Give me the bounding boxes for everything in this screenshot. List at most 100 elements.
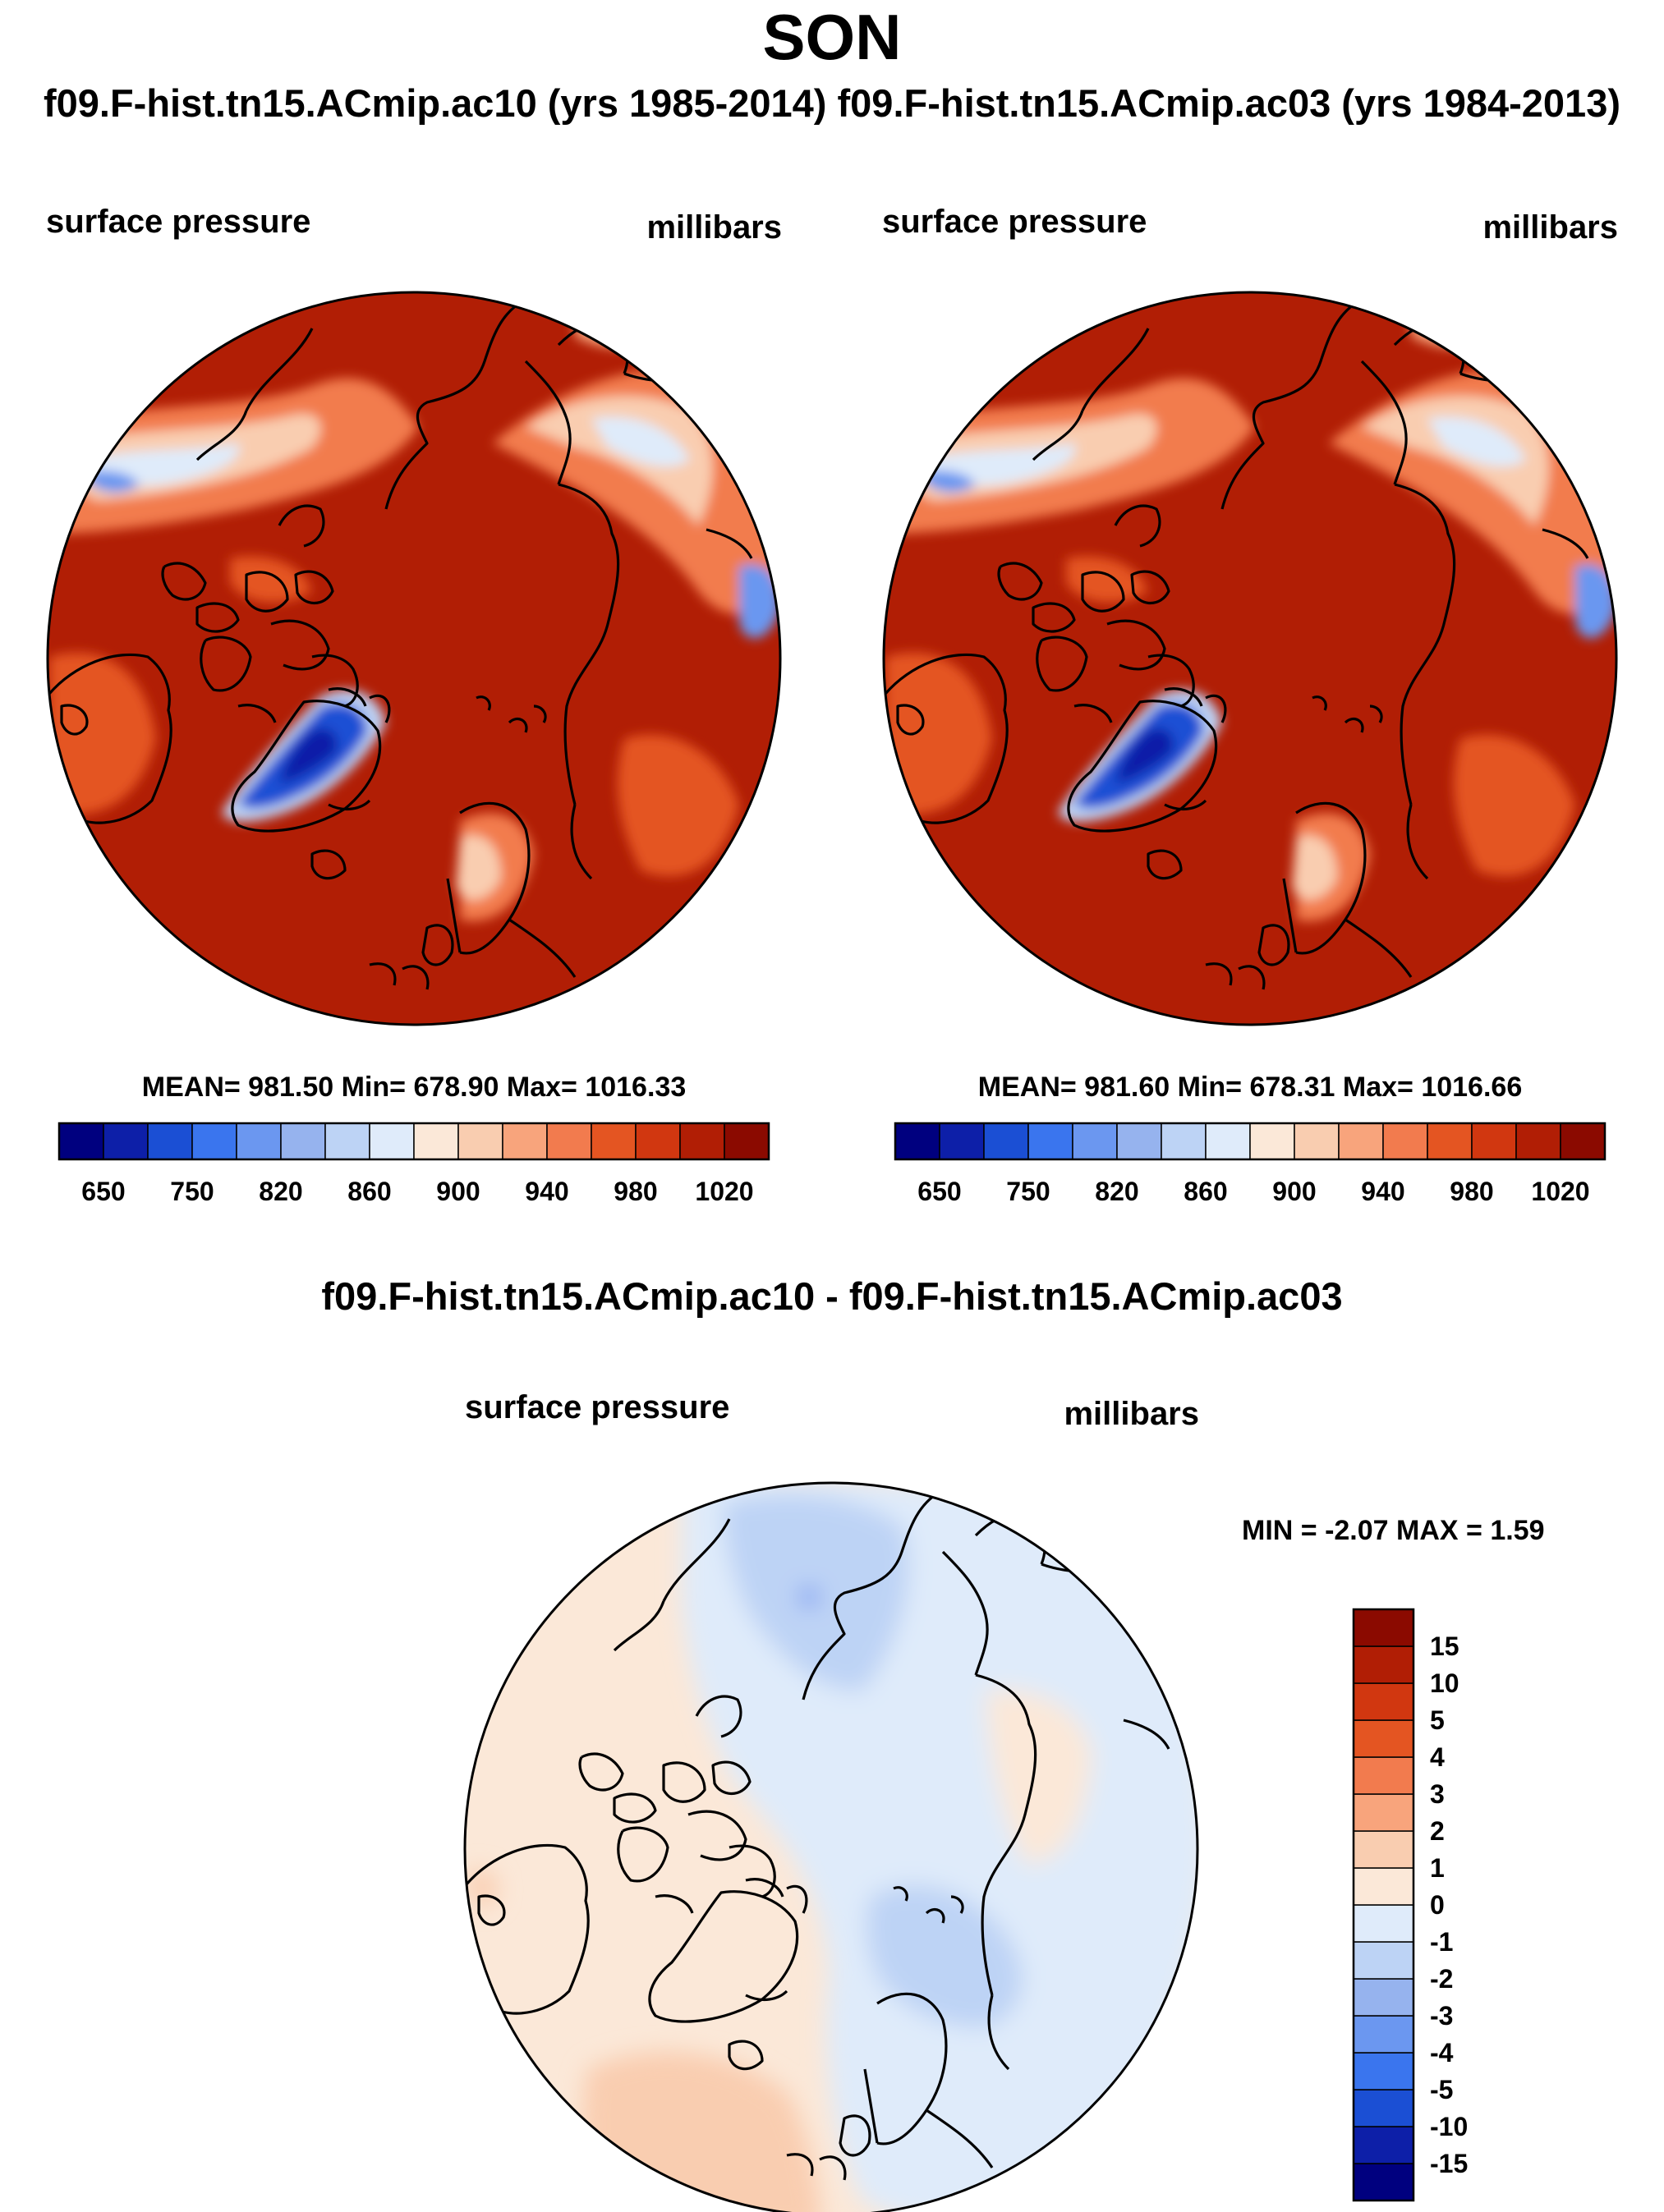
map-b-border [882, 291, 1618, 1026]
colorbar-swatch [1353, 1830, 1414, 1869]
colorbar-tick-label: -1 [1430, 1927, 1453, 1957]
panel-b-units-label: millibars [1482, 209, 1618, 246]
colorbar-tick-label: -2 [1430, 1964, 1453, 1994]
panel-a-units-label: millibars [646, 209, 782, 246]
colorbar-tick-label: 980 [1450, 1177, 1493, 1206]
colorbar-tick-label: 1 [1430, 1853, 1445, 1883]
colorbar-swatch [1353, 1609, 1414, 1647]
panel-c-stats: MIN = -2.07 MAX = 1.59 [1242, 1515, 1545, 1546]
colorbar-tick-label: 900 [436, 1177, 480, 1206]
colorbar-swatch [1353, 1756, 1414, 1795]
colorbar-tick-label: 4 [1430, 1742, 1445, 1772]
colorbar-swatch [939, 1122, 985, 1160]
colorbar-tick-label: 750 [170, 1177, 214, 1206]
map-a-border [46, 291, 782, 1026]
colorbar-tick-label: 860 [347, 1177, 391, 1206]
colorbar-b: 650 750 820 860 900 940 980 1020 [894, 1122, 1607, 1206]
colorbar-swatch [502, 1122, 548, 1160]
colorbar-swatch [1353, 2015, 1414, 2054]
colorbar-swatch [1072, 1122, 1118, 1160]
colorbar-swatch [103, 1122, 149, 1160]
colorbar-tick-label: 650 [917, 1177, 961, 1206]
diff-title: f09.F-hist.tn15.ACmip.ac10 - f09.F-hist.… [321, 1274, 1342, 1318]
colorbar-swatch [1249, 1122, 1295, 1160]
panel-a-stats: MEAN= 981.50 Min= 678.90 Max= 1016.33 [142, 1072, 686, 1103]
panel-a-left-label: surface pressure [46, 204, 310, 240]
colorbar-tick-label: 650 [81, 1177, 125, 1206]
colorbar-tick-label: -5 [1430, 2075, 1453, 2104]
colorbar-swatch [147, 1122, 193, 1160]
colorbar-swatch [191, 1122, 237, 1160]
colorbar-swatch [413, 1122, 459, 1160]
surface-pressure-map-ac03: surface pressure millibars [882, 204, 1618, 1206]
colorbar-swatch [1382, 1122, 1428, 1160]
colorbar-tick-label: 1020 [695, 1177, 753, 1206]
colorbar-swatch [591, 1122, 637, 1160]
colorbar-swatch [1353, 1904, 1414, 1943]
colorbar-swatch [1427, 1122, 1473, 1160]
main-title: SON [762, 1, 902, 73]
colorbar-swatch [457, 1122, 503, 1160]
colorbar-tick-label: 1020 [1531, 1177, 1589, 1206]
colorbar-swatch [1353, 2089, 1414, 2127]
panel-c-left-label: surface pressure [465, 1389, 729, 1425]
colorbar-swatch [324, 1122, 370, 1160]
colorbar-swatch [635, 1122, 681, 1160]
coastlines-a [48, 292, 780, 990]
colorbar-swatch [280, 1122, 326, 1160]
colorbar-swatch [1471, 1122, 1517, 1160]
colorbar-swatch [1116, 1122, 1162, 1160]
colorbar-tick-label: 2 [1430, 1816, 1445, 1846]
colorbar-tick-label: 900 [1272, 1177, 1316, 1206]
colorbar-swatch [1353, 2126, 1414, 2164]
colorbar-tick-label: 820 [259, 1177, 302, 1206]
colorbar-tick-label: 820 [1095, 1177, 1138, 1206]
colorbar-swatch [1294, 1122, 1340, 1160]
difference-field [465, 1483, 1197, 2212]
colorbar-swatch [1353, 1793, 1414, 1832]
colorbar-tick-label: 5 [1430, 1705, 1445, 1735]
panel-c-units-label: millibars [1064, 1396, 1199, 1432]
colorbar-swatch [1205, 1122, 1251, 1160]
colorbar-tick-label: 10 [1430, 1668, 1459, 1698]
colorbar-swatch [1560, 1122, 1606, 1160]
colorbar-swatch [1353, 1645, 1414, 1684]
subtitle: f09.F-hist.tn15.ACmip.ac10 (yrs 1985-201… [43, 81, 1620, 125]
colorbar-tick-label: 15 [1430, 1631, 1459, 1661]
colorbar-swatch [724, 1122, 770, 1160]
pressure-field-a [48, 292, 780, 1025]
colorbar-tick-label: -3 [1430, 2001, 1453, 2031]
pressure-field-b [884, 292, 1616, 1025]
colorbar-swatch [1353, 2163, 1414, 2201]
colorbar-tick-label: 3 [1430, 1779, 1445, 1809]
panel-b-stats: MEAN= 981.60 Min= 678.31 Max= 1016.66 [978, 1072, 1522, 1103]
colorbar-tick-label: -10 [1430, 2112, 1468, 2141]
panel-b-left-label: surface pressure [882, 204, 1147, 240]
colorbar-tick-label: 0 [1430, 1890, 1445, 1920]
colorbar-tick-label: 940 [1361, 1177, 1404, 1206]
colorbar-tick-label: 860 [1184, 1177, 1227, 1206]
colorbar-swatch [1353, 1682, 1414, 1721]
colorbar-swatch [369, 1122, 415, 1160]
map-c-border [463, 1481, 1199, 2212]
colorbar-swatch [679, 1122, 725, 1160]
colorbar-tick-label: 940 [525, 1177, 568, 1206]
colorbar-swatch [1353, 2052, 1414, 2090]
colorbar-a: 650 750 820 860 900 940 980 1020 [57, 1122, 770, 1206]
colorbar-tick-label: -15 [1430, 2149, 1468, 2178]
colorbar-swatch [1353, 1867, 1414, 1906]
colorbar-tick-label: -4 [1430, 2038, 1454, 2067]
colorbar-swatch [1353, 1941, 1414, 1980]
colorbar-swatch [1353, 1978, 1414, 2017]
colorbar-swatch [546, 1122, 592, 1160]
colorbar-swatch [1338, 1122, 1384, 1160]
colorbar-swatch [58, 1122, 104, 1160]
colorbar-swatch [236, 1122, 282, 1160]
colorbar-swatch [983, 1122, 1029, 1160]
colorbar-swatch [1027, 1122, 1073, 1160]
surface-pressure-map-ac10: surface pressure millibars [46, 204, 782, 1206]
colorbar-tick-label: 980 [614, 1177, 657, 1206]
colorbar-swatch [894, 1122, 940, 1160]
